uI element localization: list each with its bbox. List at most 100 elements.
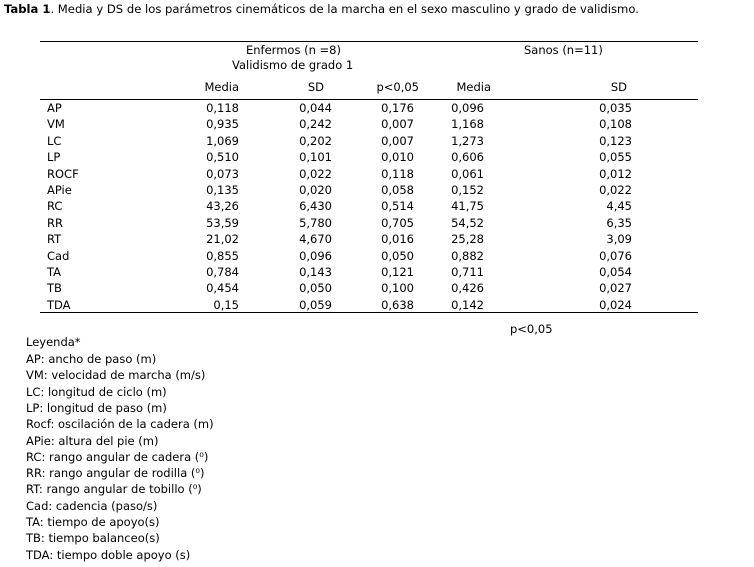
row-label: APie [47,183,72,197]
table-bottom-rule [40,312,698,313]
legend-title: Leyenda* [26,335,81,349]
row-label: ROCF [47,166,79,181]
table-row: LP 0,510 0,101 0,010 0,606 0,055 [0,150,754,166]
table-cell: 0,510 [206,150,239,165]
table-row: TDA 0,15 0,059 0,638 0,142 0,024 [0,298,754,314]
table-cell: 0,123 [599,133,632,148]
table-cell: 4,45 [606,199,632,214]
table-cell: 0,050 [299,281,332,296]
table-cell: 0,118 [381,166,414,181]
table-cell: 0,096 [299,248,332,263]
legend-item: TA: tiempo de apoyo(s) [26,515,160,529]
table-row: RR 53,59 5,780 0,705 54,52 6,35 [0,216,754,232]
legend-item: VM: velocidad de marcha (m/s) [26,368,206,383]
table-cell: 0,711 [451,265,484,279]
row-label: VM [47,117,65,132]
group-header-enfermos: Enfermos (n =8) [246,43,341,57]
table-cell: 1,168 [451,117,484,132]
table-row: APie 0,135 0,020 0,058 0,152 0,022 [0,183,754,199]
table-cell: 54,52 [451,215,484,230]
table-cell: 1,273 [451,133,484,148]
table-cell: 0,054 [599,265,632,279]
legend-item: Cad: cadencia (paso/s) [26,498,158,513]
table-cell: 0,143 [299,265,332,279]
table-cell: 0,135 [206,183,239,197]
legend-item: RC: rango angular de cadera (⁰) [26,449,209,464]
row-label: LP [47,150,61,165]
table-cell: 0,020 [299,183,332,197]
table-cell: 0,606 [451,150,484,165]
table-cell: 0,076 [599,248,632,263]
table-cell: 0,022 [599,183,632,197]
table-cell: 0,010 [381,150,414,165]
table-cell: 0,024 [599,297,632,312]
table-cell: 0,882 [451,248,484,263]
column-header: Media [204,80,239,94]
table-cell: 0,108 [599,117,632,132]
table-cell: 5,780 [299,215,332,230]
table-cell: 6,430 [299,199,332,214]
legend-item: RR: rango angular de rodilla (⁰) [26,466,205,481]
table-cell: 0,096 [451,101,484,115]
table-cell: 0,073 [206,166,239,181]
caption-text: . Media y DS de los parámetros cinemátic… [50,2,639,16]
table-cell: 41,75 [451,199,484,214]
table-cell: 0,118 [206,101,239,115]
table-cell: 0,050 [381,248,414,263]
table-cell: 0,176 [381,101,414,115]
table-cell: 21,02 [206,232,239,247]
caption-label: Tabla 1 [4,2,51,16]
table-footnote: p<0,05 [510,322,553,336]
table-cell: 0,514 [381,199,414,214]
table-cell: 0,007 [381,133,414,148]
table-cell: 3,09 [606,232,632,247]
table-row: ROCF 0,073 0,022 0,118 0,061 0,012 [0,167,754,183]
table-cell: 0,055 [599,150,632,165]
table-row: AP 0,118 0,044 0,176 0,096 0,035 [0,101,754,117]
table-cell: 6,35 [606,215,632,230]
table-cell: 0,152 [451,183,484,197]
table-cell: 0,035 [599,101,632,115]
table-top-rule [40,41,698,42]
row-label: TB [47,281,62,296]
table-row: TA 0,784 0,143 0,121 0,711 0,054 [0,265,754,281]
table-cell: 0,016 [381,232,414,247]
row-label: RT [47,232,62,247]
table-cell: 0,101 [299,150,332,165]
table-row: RT 21,02 4,670 0,016 25,28 3,09 [0,232,754,248]
table-cell: 0,142 [451,297,484,312]
table-cell: 0,058 [381,183,414,197]
row-label: RR [47,215,63,230]
table-header-rule [40,99,698,100]
table-cell: 25,28 [451,232,484,247]
table-cell: 0,012 [599,166,632,181]
column-header-row: Media SD p<0,05 Media SD [0,80,754,96]
table-cell: 0,638 [381,297,414,312]
table-cell: 0,027 [599,281,632,296]
row-label: RC [47,199,63,214]
column-header: Media [456,80,491,94]
column-header: SD [610,80,627,94]
table-cell: 0,044 [299,101,332,115]
table-cell: 0,426 [451,281,484,296]
table-cell: 0,061 [451,166,484,181]
table-row: TB 0,454 0,050 0,100 0,426 0,027 [0,281,754,297]
table-cell: 0,855 [206,248,239,263]
legend-item: LC: longitud de ciclo (m) [26,384,167,399]
row-label: TDA [47,297,71,312]
table-cell: 0,15 [213,297,239,312]
table-cell: 0,242 [299,117,332,132]
table-cell: 53,59 [206,215,239,230]
column-header: SD [307,80,324,94]
row-label: LC [47,133,62,148]
legend-item: LP: longitud de paso (m) [26,400,167,415]
table-row: Cad 0,855 0,096 0,050 0,882 0,076 [0,249,754,265]
table-row: RC 43,26 6,430 0,514 41,75 4,45 [0,199,754,215]
legend-item: Rocf: oscilación de la cadera (m) [26,417,214,432]
legend-item: RT: rango angular de tobillo (⁰) [26,482,202,497]
table-cell: 0,059 [299,297,332,312]
table-row: LC 1,069 0,202 0,007 1,273 0,123 [0,134,754,150]
table-cell: 0,935 [206,117,239,132]
table-cell: 0,121 [381,265,414,279]
table-cell: 0,007 [381,117,414,132]
